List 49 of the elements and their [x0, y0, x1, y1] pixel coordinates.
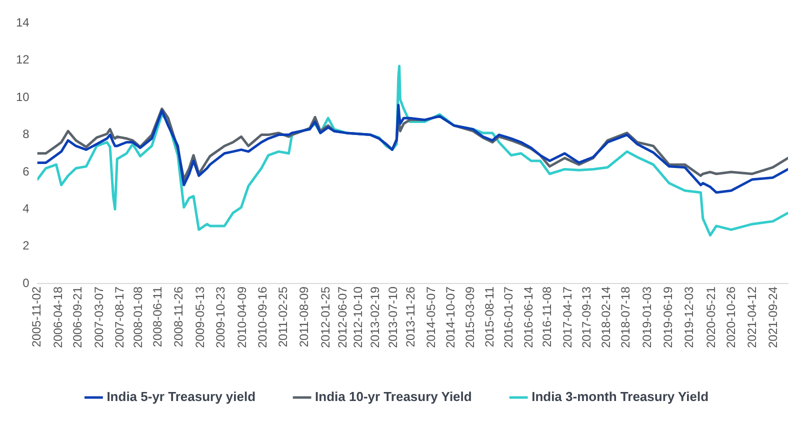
- x-tick-label: 2010-09-16: [255, 286, 270, 348]
- x-tick-label: 2021-04-12: [745, 286, 760, 348]
- y-tick-label: 0: [22, 276, 30, 290]
- x-tick-label: 2014-10-07: [443, 286, 458, 348]
- x-tick-label: 2012-10-10: [351, 286, 366, 348]
- x-tick-label: 2007-03-07: [92, 286, 106, 348]
- x-tick-label: 2017-04-17: [560, 286, 574, 348]
- x-tick-label: 2009-10-23: [214, 286, 228, 348]
- legend-label: India 5-yr Treasury yield: [106, 389, 256, 404]
- x-tick-label: 2016-11-08: [540, 286, 554, 348]
- y-tick-label: 10: [16, 90, 30, 104]
- legend-label: India 3-month Treasury Yield: [532, 389, 709, 404]
- x-tick-label: 2012-06-07: [335, 286, 350, 348]
- x-tick-label: 2007-08-17: [112, 286, 126, 348]
- x-tick-label: 2021-09-24: [766, 286, 780, 348]
- y-tick-label: 2: [22, 238, 30, 253]
- x-tick-label: 2017-09-13: [579, 286, 594, 348]
- x-tick-label: 2006-09-21: [70, 286, 85, 348]
- x-tick-label: 2013-02-19: [368, 286, 382, 348]
- x-tick-label: 2015-03-09: [462, 286, 477, 348]
- y-tick-label: 8: [22, 127, 30, 142]
- x-tick-label: 2019-01-03: [640, 286, 654, 348]
- x-tick-label: 2018-02-14: [598, 286, 613, 348]
- x-tick-label: 2008-11-26: [172, 286, 186, 348]
- x-tick-label: 2013-07-10: [386, 286, 400, 348]
- x-tick-label: 2011-02-25: [276, 286, 290, 348]
- x-tick-label: 2009-05-13: [193, 286, 208, 348]
- y-tick-label: 4: [22, 202, 30, 216]
- y-tick-label: 14: [16, 16, 30, 30]
- x-tick-label: 2014-05-07: [424, 286, 438, 348]
- x-tick-label: 2011-08-09: [296, 286, 311, 348]
- x-tick-label: 2013-11-26: [403, 286, 418, 348]
- x-tick-label: 2015-08-11: [482, 286, 496, 348]
- x-tick-label: 2020-10-26: [724, 286, 738, 348]
- x-tick-label: 2010-04-09: [235, 286, 250, 348]
- x-tick-label: 2019-06-19: [661, 286, 676, 348]
- x-tick-label: 2020-05-21: [704, 286, 718, 348]
- x-tick-label: 2012-01-25: [318, 286, 332, 348]
- legend-label: India 10-yr Treasury Yield: [315, 389, 472, 404]
- x-tick-label: 2016-06-14: [522, 286, 536, 348]
- x-tick-label: 2016-01-07: [501, 286, 516, 348]
- y-tick-label: 12: [16, 52, 30, 67]
- x-tick-label: 2006-04-18: [50, 286, 65, 348]
- x-tick-label: 2008-06-11: [150, 286, 164, 348]
- x-tick-label: 2018-07-18: [618, 286, 632, 348]
- x-tick-label: 2019-12-03: [682, 286, 696, 348]
- y-tick-label: 6: [22, 164, 30, 178]
- x-tick-label: 2008-01-08: [130, 286, 145, 348]
- x-tick-label: 2005-11-02: [30, 286, 44, 348]
